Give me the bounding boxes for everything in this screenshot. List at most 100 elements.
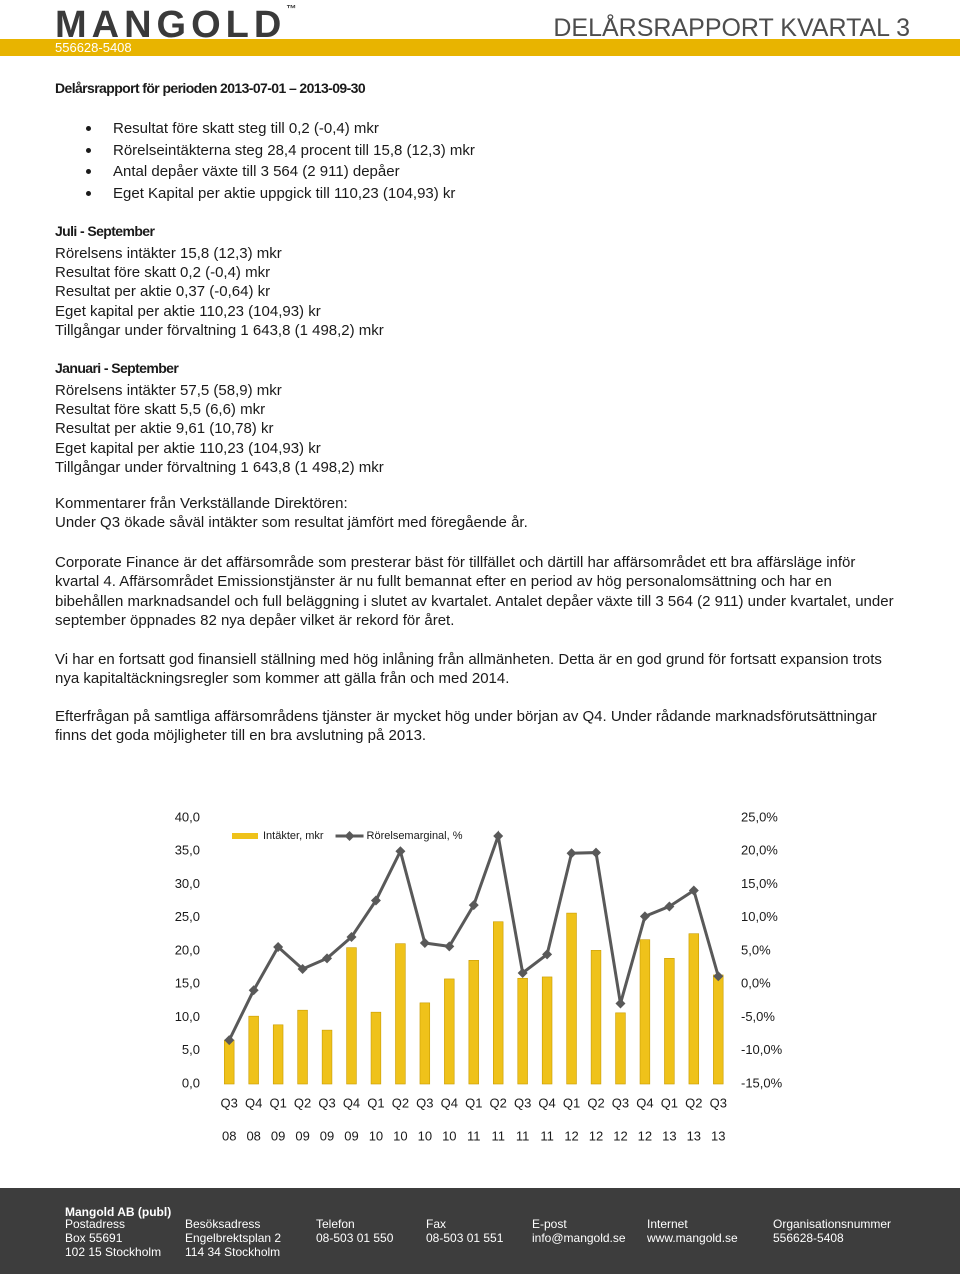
section-line: Resultat per aktie 0,37 (-0,64) kr — [55, 283, 271, 301]
marker — [273, 942, 284, 953]
heading: Delårsrapport för perioden 2013-07-01 – … — [55, 80, 366, 96]
y-tick-label: 5,0 — [182, 1042, 200, 1057]
x-tick-label: 12 — [638, 1128, 652, 1143]
x-tick-label: Q1 — [661, 1095, 678, 1110]
footer-label: E-post — [532, 1217, 567, 1231]
x-tick-label: Q1 — [465, 1095, 482, 1110]
paragraph: Vi har en fortsatt god finansiell ställn… — [55, 651, 882, 688]
y-tick-label: 35,0 — [175, 843, 200, 858]
paragraph: Efterfrågan på samtliga affärsområdens t… — [55, 708, 877, 745]
footer-company: Mangold AB (publ) — [65, 1205, 172, 1219]
y2-tick-label: -10,0% — [741, 1042, 783, 1057]
comment-title: Kommentarer från Verkställande Direktöre… — [55, 495, 348, 512]
y2-tick-label: 0,0% — [741, 976, 771, 991]
y2-tick-label: 15,0% — [741, 876, 778, 891]
marker — [493, 830, 504, 841]
x-tick-label: Q3 — [710, 1095, 727, 1110]
x-tick-label: 11 — [491, 1128, 505, 1143]
legend-swatch — [232, 833, 258, 839]
x-tick-label: 10 — [418, 1128, 432, 1143]
y2-tick-label: 20,0% — [741, 843, 778, 858]
marker — [346, 932, 357, 943]
header-band — [0, 39, 960, 56]
bar — [639, 939, 651, 1085]
section-line: Rörelsens intäkter 57,5 (58,9) mkr — [55, 382, 282, 399]
bar — [688, 933, 700, 1085]
marker — [370, 895, 381, 906]
x-tick-label: 10 — [442, 1128, 456, 1143]
section-line: Eget kapital per aktie 110,23 (104,93) k… — [55, 439, 321, 457]
y-tick-label: 10,0 — [175, 1009, 200, 1024]
bar — [395, 943, 406, 1085]
x-tick-label: Q1 — [269, 1095, 286, 1110]
x-tick-label: Q2 — [294, 1095, 311, 1110]
footer-value: Box 55691 — [65, 1231, 123, 1245]
marker — [419, 938, 430, 949]
footer-value: 556628-5408 — [773, 1231, 844, 1245]
marker — [224, 1035, 235, 1046]
bar — [321, 1029, 333, 1085]
y2-tick-label: 25,0% — [741, 809, 778, 824]
y-tick-label: 30,0 — [175, 876, 200, 891]
x-tick-label: Q3 — [514, 1095, 531, 1110]
marker — [639, 911, 650, 922]
y2-tick-label: -5,0% — [741, 1009, 775, 1024]
bar — [419, 1002, 431, 1085]
bar — [297, 1009, 308, 1085]
paragraph: Corporate Finance är det affärsområde so… — [55, 554, 894, 629]
x-tick-label: 13 — [662, 1128, 676, 1143]
bar — [541, 976, 553, 1085]
marker — [297, 963, 308, 974]
section-line: Resultat per aktie 9,61 (10,78) kr — [55, 420, 274, 438]
marker — [468, 900, 479, 911]
footer-value: 102 15 Stockholm — [65, 1245, 162, 1259]
x-tick-label: 10 — [393, 1128, 407, 1143]
marker — [444, 941, 455, 952]
x-tick-label: Q2 — [490, 1095, 507, 1110]
x-tick-label: 09 — [271, 1128, 285, 1143]
x-tick-label: Q2 — [685, 1095, 702, 1110]
bar — [370, 1011, 382, 1085]
marker — [542, 949, 553, 960]
x-tick-label: 09 — [344, 1128, 358, 1143]
x-tick-label: Q2 — [392, 1095, 409, 1110]
section-line: Tillgångar under förvaltning 1 643,8 (1 … — [55, 458, 384, 476]
footer-value: 08-503 01 551 — [426, 1231, 504, 1245]
bar — [272, 1024, 284, 1085]
comment-line: Under Q3 ökade såväl intäkter som result… — [55, 514, 528, 531]
section-title: Januari - September — [55, 360, 179, 376]
x-tick-label: Q3 — [221, 1095, 238, 1110]
y-tick-label: 20,0 — [175, 942, 200, 957]
footer-value: www.mangold.se — [647, 1231, 738, 1245]
marker — [322, 953, 333, 964]
y2-tick-label: 5,0% — [741, 942, 771, 957]
legend-label: Intäkter, mkr — [263, 830, 324, 842]
x-tick-label: Q4 — [636, 1095, 653, 1110]
x-tick-label: 13 — [687, 1128, 701, 1143]
x-tick-label: 11 — [516, 1128, 530, 1143]
y-tick-label: 0,0 — [182, 1075, 200, 1090]
y2-tick-label: -15,0% — [741, 1075, 783, 1090]
x-tick-label: 08 — [222, 1128, 236, 1143]
x-tick-label: Q1 — [367, 1095, 384, 1110]
bullet-dot — [86, 147, 91, 153]
y-tick-label: 15,0 — [175, 976, 200, 991]
x-tick-label: Q2 — [587, 1095, 604, 1110]
marker — [591, 847, 602, 858]
x-tick-label: Q3 — [416, 1095, 433, 1110]
bar — [346, 947, 357, 1085]
x-tick-label: Q3 — [318, 1095, 335, 1110]
bullet-dot — [86, 191, 91, 197]
y-tick-label: 25,0 — [175, 909, 200, 924]
footer-label: Fax — [426, 1217, 447, 1231]
section-line: Tillgångar under förvaltning 1 643,8 (1 … — [55, 321, 384, 339]
bar — [713, 974, 724, 1085]
x-tick-label: 11 — [540, 1128, 554, 1143]
marker — [566, 848, 577, 859]
x-tick-label: 12 — [564, 1128, 578, 1143]
x-tick-label: 09 — [295, 1128, 309, 1143]
footer-value: 114 34 Stockholm — [185, 1245, 281, 1259]
bullet-text: Resultat före skatt steg till 0,2 (-0,4)… — [113, 120, 379, 137]
marker — [395, 846, 406, 857]
